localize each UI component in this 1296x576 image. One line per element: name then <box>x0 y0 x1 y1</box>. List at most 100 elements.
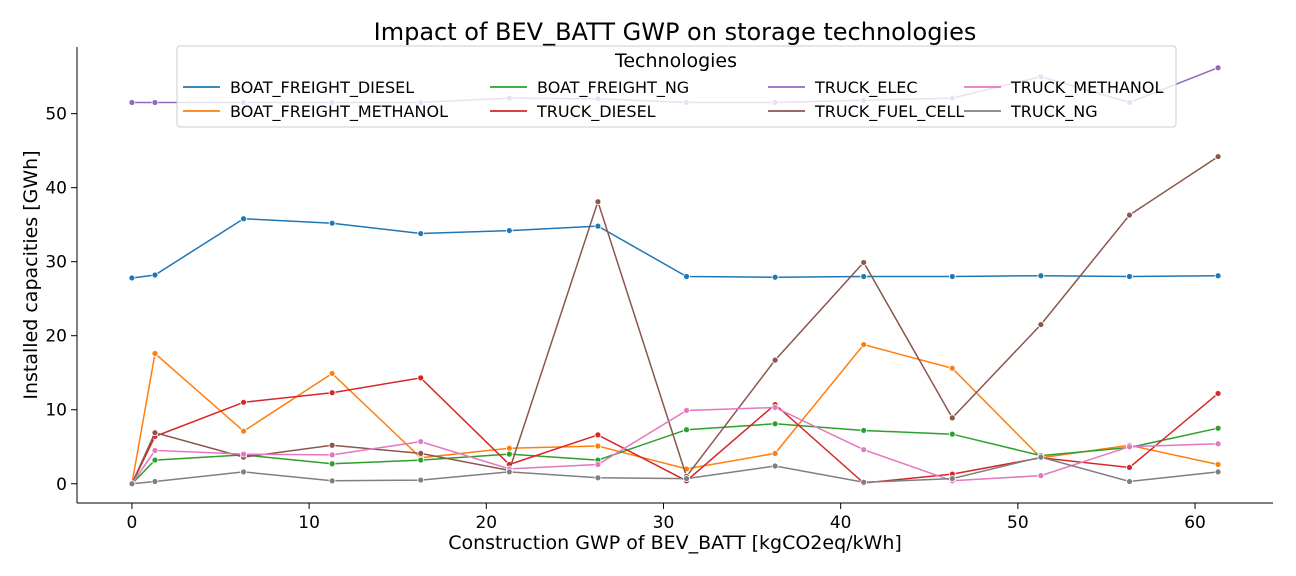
data-point-truck-diesel <box>417 374 425 382</box>
data-point-truck-methanol <box>417 438 425 445</box>
data-point-truck-ng <box>948 475 956 482</box>
x-tick-label: 30 <box>653 513 675 533</box>
legend-entry-truck-elec: TRUCK_ELEC <box>768 78 918 98</box>
data-point-truck-diesel <box>240 398 247 406</box>
data-point-truck-fuel-cell <box>151 429 159 437</box>
data-point-boat-freight-methanol <box>860 341 868 348</box>
data-point-boat-freight-ng <box>683 426 690 434</box>
series-line-truck-diesel <box>131 377 1219 485</box>
legend-label: BOAT_FREIGHT_DIESEL <box>230 78 414 98</box>
data-point-truck-methanol <box>860 446 868 454</box>
data-point-truck-fuel-cell <box>1037 321 1045 328</box>
data-point-truck-ng <box>683 475 690 482</box>
data-point-boat-freight-ng <box>771 420 779 428</box>
y-tick-label: 20 <box>45 327 67 347</box>
data-point-truck-methanol <box>594 461 602 468</box>
legend-entry-boat-freight-diesel: BOAT_FREIGHT_DIESEL <box>183 78 414 98</box>
legend-entry-boat-freight-ng: BOAT_FREIGHT_NG <box>490 78 689 98</box>
y-tick-label: 40 <box>45 179 67 199</box>
data-point-truck-ng <box>771 462 779 470</box>
data-point-boat-freight-diesel <box>505 227 513 234</box>
legend-entries: BOAT_FREIGHT_DIESEL BOAT_FREIGHT_METHANOL… <box>183 78 1163 122</box>
legend-label: TRUCK_METHANOL <box>1010 78 1163 98</box>
data-point-boat-freight-methanol <box>948 364 956 372</box>
data-point-truck-ng <box>328 477 336 485</box>
data-point-truck-fuel-cell <box>328 441 336 449</box>
series-line-truck-ng <box>131 456 1219 485</box>
series-line-boat-freight-methanol <box>131 343 1219 484</box>
y-axis-ticks: 0 10 20 30 40 50 <box>45 105 77 495</box>
legend-label: TRUCK_ELEC <box>814 78 918 98</box>
x-tick-label: 40 <box>830 513 852 533</box>
data-point-boat-freight-diesel <box>1214 272 1222 280</box>
data-point-truck-diesel <box>1126 464 1133 471</box>
legend-entry-truck-fuel-cell: TRUCK_FUEL_CELL <box>768 102 964 122</box>
data-point-truck-methanol <box>240 450 247 458</box>
data-point-boat-freight-diesel <box>948 273 956 280</box>
data-point-boat-freight-methanol <box>328 370 336 377</box>
data-point-truck-elec <box>1214 64 1222 72</box>
data-point-boat-freight-methanol <box>594 442 602 450</box>
legend-entry-boat-freight-methanol: BOAT_FREIGHT_METHANOL <box>183 102 448 122</box>
y-tick-label: 0 <box>56 475 67 495</box>
data-point-boat-freight-diesel <box>417 230 425 237</box>
data-point-truck-methanol <box>771 404 779 411</box>
data-point-truck-ng <box>1037 453 1045 461</box>
data-point-truck-methanol <box>328 451 336 459</box>
x-axis-label: Construction GWP of BEV_BATT [kgCO2eq/kW… <box>448 532 902 554</box>
data-point-truck-methanol <box>1037 472 1045 480</box>
data-point-boat-freight-diesel <box>328 219 336 227</box>
data-point-boat-freight-methanol <box>771 450 779 457</box>
data-point-truck-fuel-cell <box>948 414 956 422</box>
data-point-boat-freight-methanol <box>1214 461 1222 468</box>
series-truck-ng <box>128 453 1222 488</box>
data-point-boat-freight-diesel <box>594 222 602 230</box>
series-boat-freight-methanol <box>128 341 1222 488</box>
data-point-truck-diesel <box>1214 390 1222 397</box>
data-point-truck-fuel-cell <box>417 450 425 457</box>
y-tick-label: 10 <box>45 401 67 421</box>
data-point-truck-fuel-cell <box>860 259 868 266</box>
data-point-boat-freight-ng <box>1214 424 1222 432</box>
data-point-truck-methanol <box>683 407 690 414</box>
data-point-boat-freight-diesel <box>128 274 136 282</box>
legend-label: TRUCK_DIESEL <box>536 102 656 122</box>
data-point-boat-freight-diesel <box>683 273 690 280</box>
data-point-truck-methanol <box>1214 440 1222 448</box>
x-tick-label: 10 <box>298 513 320 533</box>
chart-title: Impact of BEV_BATT GWP on storage techno… <box>374 18 977 46</box>
data-point-truck-diesel <box>594 431 602 439</box>
data-point-truck-ng <box>860 478 868 486</box>
data-point-truck-ng <box>1214 468 1222 476</box>
y-tick-label: 30 <box>45 253 67 273</box>
series-line-boat-freight-diesel <box>131 217 1219 279</box>
data-point-boat-freight-ng <box>151 456 159 464</box>
data-point-boat-freight-diesel <box>1037 272 1045 280</box>
series-line-boat-freight-ng <box>131 423 1219 485</box>
data-point-boat-freight-diesel <box>1126 273 1133 280</box>
x-tick-label: 60 <box>1184 513 1206 533</box>
legend-entry-truck-methanol: TRUCK_METHANOL <box>964 78 1163 98</box>
legend-title: Technologies <box>614 50 737 72</box>
data-point-truck-elec <box>128 99 136 106</box>
plot-area <box>128 64 1222 488</box>
data-point-truck-ng <box>594 474 602 482</box>
legend-entry-truck-ng: TRUCK_NG <box>964 102 1098 122</box>
legend-label: BOAT_FREIGHT_NG <box>537 78 689 98</box>
y-axis-label: Installed capacities [GWh] <box>20 150 42 399</box>
y-tick-label: 50 <box>45 105 67 125</box>
legend-label: TRUCK_FUEL_CELL <box>814 102 964 122</box>
data-point-boat-freight-diesel <box>151 271 159 279</box>
data-point-boat-freight-ng <box>328 460 336 468</box>
series-truck-fuel-cell <box>128 153 1222 488</box>
data-point-truck-ng <box>505 468 513 476</box>
series-line-truck-methanol <box>131 406 1219 485</box>
data-point-boat-freight-methanol <box>240 427 247 435</box>
data-point-boat-freight-diesel <box>860 273 868 280</box>
data-point-truck-methanol <box>1126 443 1133 451</box>
legend-label: TRUCK_NG <box>1010 102 1098 122</box>
data-point-boat-freight-ng <box>948 430 956 438</box>
data-point-truck-ng <box>417 476 425 484</box>
data-point-boat-freight-ng <box>860 427 868 434</box>
